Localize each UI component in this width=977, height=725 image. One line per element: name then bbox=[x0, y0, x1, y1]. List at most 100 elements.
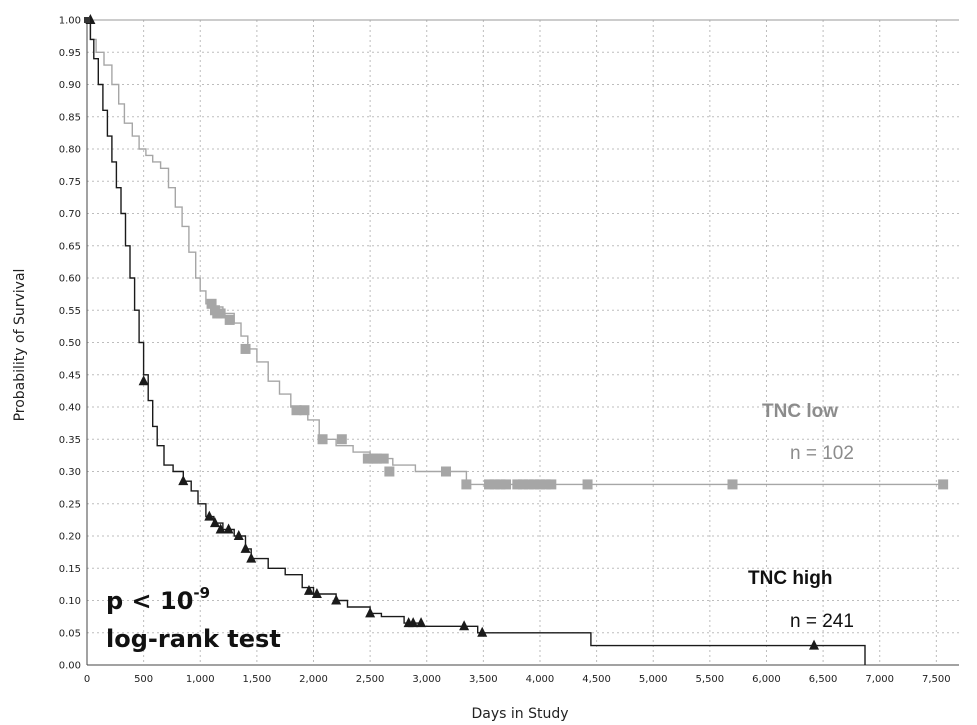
series-n-tnc-low: n = 102 bbox=[790, 443, 854, 464]
p-value-exponent: -9 bbox=[193, 584, 210, 602]
x-tick-label: 3,000 bbox=[412, 674, 441, 685]
censor-mark-tnc-high bbox=[303, 584, 314, 595]
x-tick-labels: 0 500 1,000 1,500 2,000 2,500 3,000 3,500 4,000 4… bbox=[84, 674, 951, 685]
censor-mark-tnc-low bbox=[534, 479, 545, 490]
y-tick-label: 0.45 bbox=[59, 370, 81, 381]
x-tick-label: 2,500 bbox=[356, 674, 385, 685]
y-tick-label: 0.25 bbox=[59, 499, 81, 510]
censor-mark-tnc-high bbox=[477, 626, 488, 637]
censor-mark-tnc-low bbox=[489, 479, 500, 490]
x-tick-label: 3,500 bbox=[469, 674, 498, 685]
censor-mark-tnc-low bbox=[512, 479, 523, 490]
censor-mark-tnc-low bbox=[317, 434, 328, 445]
censor-mark-tnc-low bbox=[299, 405, 310, 416]
censor-mark-tnc-low bbox=[529, 479, 540, 490]
y-tick-label: 0.80 bbox=[59, 145, 81, 156]
x-tick-label: 6,000 bbox=[752, 674, 781, 685]
x-tick-label: 4,500 bbox=[582, 674, 611, 685]
p-value-base: p < 10 bbox=[106, 587, 193, 615]
x-tick-label: 1,500 bbox=[243, 674, 272, 685]
censor-mark-tnc-high bbox=[215, 523, 226, 534]
censor-mark-tnc-high bbox=[331, 594, 342, 605]
test-name-annotation: log-rank test bbox=[106, 625, 281, 653]
series-label-tnc-high: TNC high bbox=[748, 568, 832, 589]
censor-mark-tnc-high bbox=[204, 510, 215, 521]
censor-mark-tnc-low bbox=[938, 479, 949, 490]
censor-mark-tnc-high bbox=[240, 542, 251, 553]
censor-mark-tnc-low bbox=[215, 308, 226, 319]
y-tick-label: 1.00 bbox=[59, 16, 81, 27]
censor-mark-tnc-low bbox=[484, 479, 495, 490]
censor-mark-tnc-high bbox=[416, 617, 427, 628]
series-line-tnc-low bbox=[87, 19, 944, 486]
y-tick-label: 0.95 bbox=[59, 48, 81, 59]
censor-mark-tnc-low bbox=[461, 479, 472, 490]
series-n-tnc-high: n = 241 bbox=[790, 611, 854, 632]
censor-mark-tnc-low bbox=[378, 453, 389, 464]
axes bbox=[86, 19, 959, 666]
y-tick-label: 0.65 bbox=[59, 241, 81, 252]
censor-mark-tnc-high bbox=[223, 523, 234, 534]
censor-mark-tnc-low bbox=[371, 453, 382, 464]
censor-marks bbox=[84, 14, 949, 650]
censor-mark-tnc-low bbox=[384, 466, 395, 477]
censor-mark-tnc-low bbox=[291, 405, 302, 416]
series-label-tnc-low: TNC low bbox=[762, 401, 838, 422]
censor-mark-tnc-low bbox=[495, 479, 506, 490]
y-axis-label: Probability of Survival bbox=[12, 269, 28, 422]
x-tick-label: 5,000 bbox=[639, 674, 668, 685]
x-tick-label: 7,000 bbox=[865, 674, 894, 685]
y-tick-label: 0.00 bbox=[59, 661, 81, 672]
censor-mark-tnc-low bbox=[362, 453, 373, 464]
x-tick-label: 0 bbox=[84, 674, 90, 685]
censor-mark-tnc-high bbox=[365, 607, 376, 618]
x-tick-label: 6,500 bbox=[809, 674, 838, 685]
censor-mark-tnc-high bbox=[408, 617, 419, 628]
censor-mark-tnc-low bbox=[523, 479, 534, 490]
censor-mark-tnc-low bbox=[540, 479, 551, 490]
grid-lines bbox=[87, 19, 959, 665]
x-tick-label: 4,000 bbox=[526, 674, 555, 685]
censor-mark-tnc-low bbox=[546, 479, 557, 490]
x-tick-label: 7,500 bbox=[922, 674, 951, 685]
censor-mark-tnc-low bbox=[240, 343, 251, 354]
censor-mark-tnc-high bbox=[209, 517, 220, 528]
y-tick-label: 0.70 bbox=[59, 209, 81, 220]
censor-mark-tnc-low bbox=[518, 479, 528, 490]
censor-mark-tnc-low bbox=[440, 466, 451, 477]
censor-mark-tnc-low bbox=[582, 479, 593, 490]
y-tick-label: 0.60 bbox=[59, 274, 81, 285]
y-tick-label: 0.20 bbox=[59, 532, 81, 543]
censor-mark-tnc-high bbox=[138, 375, 149, 386]
y-tick-label: 0.85 bbox=[59, 112, 81, 123]
x-tick-label: 1,000 bbox=[186, 674, 215, 685]
censor-mark-tnc-high bbox=[246, 552, 257, 563]
censor-mark-tnc-high bbox=[809, 639, 820, 650]
censor-mark-tnc-high bbox=[311, 588, 322, 599]
censor-mark-tnc-low bbox=[224, 314, 235, 325]
y-tick-label: 0.55 bbox=[59, 306, 81, 317]
y-tick-label: 0.90 bbox=[59, 80, 81, 91]
censor-mark-tnc-low bbox=[206, 298, 217, 309]
y-tick-label: 0.50 bbox=[59, 338, 81, 349]
y-tick-label: 0.15 bbox=[59, 564, 81, 575]
censor-mark-tnc-low bbox=[336, 434, 347, 445]
y-tick-label: 0.10 bbox=[59, 596, 81, 607]
x-axis-label: Days in Study bbox=[471, 706, 568, 722]
start-point-mark bbox=[84, 17, 90, 23]
censor-mark-tnc-high bbox=[233, 530, 244, 540]
x-tick-label: 2,000 bbox=[299, 674, 328, 685]
censor-mark-tnc-high bbox=[459, 620, 470, 631]
censor-mark-tnc-high bbox=[178, 475, 189, 486]
y-tick-label: 0.75 bbox=[59, 177, 81, 188]
x-tick-label: 5,500 bbox=[696, 674, 725, 685]
y-tick-label: 0.30 bbox=[59, 467, 81, 478]
y-tick-labels: 0.00 0.05 0.10 0.15 0.20 0.25 0.30 0.35 0.40 0.45… bbox=[59, 16, 81, 672]
y-tick-label: 0.35 bbox=[59, 435, 81, 446]
censor-mark-tnc-low bbox=[501, 479, 512, 490]
y-tick-label: 0.05 bbox=[59, 628, 81, 639]
p-value-annotation: p < 10-9 bbox=[106, 584, 210, 615]
x-tick-label: 500 bbox=[134, 674, 153, 685]
censor-mark-tnc-low bbox=[727, 479, 738, 490]
